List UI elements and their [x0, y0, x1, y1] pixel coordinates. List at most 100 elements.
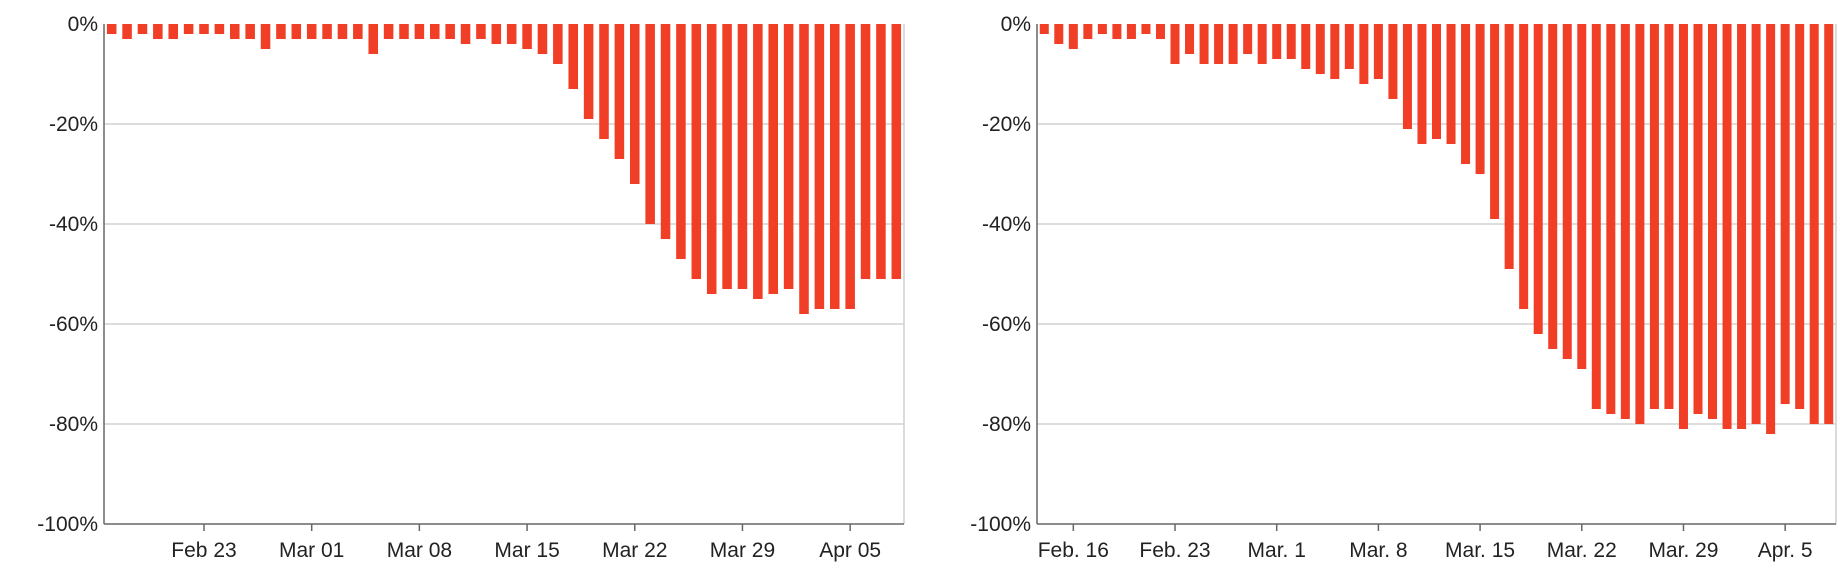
bar [1620, 24, 1630, 419]
x-tick-label: Mar 01 [279, 539, 344, 562]
bar [814, 24, 825, 309]
bar [1170, 24, 1180, 64]
bar [1562, 24, 1572, 359]
bar [1257, 24, 1267, 64]
bar [614, 24, 625, 159]
x-tick-label: Mar. 29 [1648, 539, 1718, 562]
bar [753, 24, 763, 299]
y-tick-label: -60% [49, 313, 98, 336]
bar [1402, 24, 1412, 129]
right-bar-chart: 0% -20% -40% -60% -80% -100% Feb. 16 Feb. 23 Mar… [970, 13, 1837, 562]
bar [1737, 24, 1747, 429]
left-bar-chart: 0% -20% -40% -60% -80% -100% Feb 23 Mar 01 Mar 0… [37, 13, 905, 562]
bar [1780, 24, 1790, 404]
bar [830, 24, 840, 309]
bar [1795, 24, 1805, 409]
bar [630, 24, 640, 184]
bar [583, 24, 594, 119]
bar [183, 24, 194, 34]
bar [845, 24, 855, 309]
bar [706, 24, 717, 294]
bar [1155, 24, 1165, 39]
bar [1635, 24, 1645, 424]
bar [522, 24, 532, 49]
x-tick-label: Feb. 23 [1139, 539, 1210, 562]
y-tick-label: -80% [49, 413, 98, 436]
bar [168, 24, 178, 39]
bar [1141, 24, 1151, 34]
x-tick-label: Apr 05 [819, 539, 881, 562]
bar [1533, 24, 1543, 334]
y-tick-label: -20% [982, 113, 1031, 136]
x-tick-label: Mar 22 [602, 539, 667, 562]
bar [1548, 24, 1558, 349]
bar [1359, 24, 1369, 84]
bar [460, 24, 471, 44]
bar [737, 24, 748, 289]
bar [399, 24, 409, 39]
bar [1824, 24, 1834, 424]
bar [1591, 24, 1601, 409]
bar [506, 24, 517, 44]
bar [1039, 24, 1049, 34]
x-tick-label: Mar. 8 [1349, 539, 1407, 562]
bar [645, 24, 655, 224]
bar [660, 24, 671, 239]
bar [1199, 24, 1209, 64]
bar [891, 24, 902, 279]
bar [306, 24, 317, 39]
bar [322, 24, 332, 39]
bar [799, 24, 809, 314]
bar [445, 24, 455, 39]
x-tick-label: Mar. 22 [1547, 539, 1617, 562]
bar [1766, 24, 1776, 434]
bar [414, 24, 425, 39]
bar [876, 24, 886, 279]
bar [860, 24, 871, 279]
y-tick-label: -20% [49, 113, 98, 136]
bar [691, 24, 702, 279]
bar [383, 24, 394, 39]
bar [199, 24, 209, 34]
y-tick-label: -100% [970, 513, 1031, 536]
bar [537, 24, 548, 54]
y-tick-label: 0% [1001, 13, 1031, 36]
y-tick-label: -80% [982, 413, 1031, 436]
y-tick-label: 0% [68, 13, 98, 36]
bar [230, 24, 240, 39]
bar [1214, 24, 1224, 64]
bar [1097, 24, 1107, 34]
bar [491, 24, 502, 44]
bar [1577, 24, 1587, 369]
bar [1722, 24, 1732, 429]
bar [722, 24, 732, 289]
bar [106, 24, 117, 34]
bar [260, 24, 271, 49]
bar [153, 24, 163, 39]
bar [1373, 24, 1383, 79]
bar [1272, 24, 1282, 59]
bar [1751, 24, 1761, 424]
bar [1431, 24, 1442, 139]
bar [1417, 24, 1427, 144]
y-tick-label: -100% [37, 513, 98, 536]
x-tick-label: Apr. 5 [1758, 539, 1813, 562]
bar [1068, 24, 1078, 49]
bar [1388, 24, 1398, 99]
bar [368, 24, 378, 54]
bar [553, 24, 563, 64]
bar [1301, 24, 1311, 69]
x-tick-label: Mar 15 [494, 539, 559, 562]
bar [783, 24, 794, 289]
bar [768, 24, 778, 294]
bar [1054, 24, 1064, 44]
bar [599, 24, 609, 139]
x-tick-label: Mar 29 [710, 539, 775, 562]
bar [430, 24, 440, 39]
x-tick-label: Mar 08 [387, 539, 452, 562]
bar [1330, 24, 1340, 79]
bar [291, 24, 302, 39]
bar [476, 24, 486, 39]
bar [1649, 24, 1659, 409]
